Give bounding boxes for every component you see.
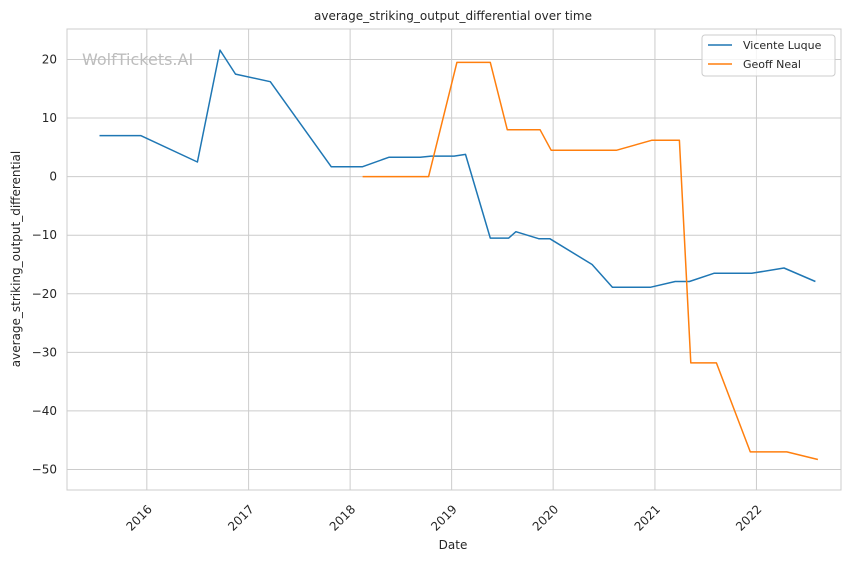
x-tick-label: 2022 <box>733 502 764 533</box>
legend-label-geoff-neal: Geoff Neal <box>743 58 801 71</box>
y-tick-label: −20 <box>32 287 57 301</box>
y-tick-label: 0 <box>49 170 57 184</box>
y-tick-label: 10 <box>42 111 57 125</box>
y-tick-label: −50 <box>32 462 57 476</box>
y-tick-label: −30 <box>32 345 57 359</box>
x-tick-label: 2018 <box>327 502 358 533</box>
legend-label-vicente-luque: Vicente Luque <box>743 39 822 52</box>
series-line-vicente-luque <box>99 49 816 289</box>
legend: Vicente Luque Geoff Neal <box>701 34 836 77</box>
legend-box <box>701 34 836 77</box>
x-tick-label: 2021 <box>632 502 663 533</box>
chart-title: average_striking_output_differential ove… <box>314 9 592 23</box>
y-tick-label: −10 <box>32 228 57 242</box>
series-layer <box>99 49 819 461</box>
y-tick-labels: 20 10 0 −10 −20 −30 −40 −50 <box>32 52 57 476</box>
x-tick-label: 2019 <box>428 502 459 533</box>
series-line-geoff-neal <box>362 61 819 461</box>
x-tick-labels: 2016 2017 2018 2019 2020 2021 2022 <box>123 502 764 533</box>
x-tick-label: 2020 <box>530 502 561 533</box>
plot-frame <box>66 28 842 491</box>
y-axis-label: average_striking_output_differential <box>9 151 23 367</box>
watermark: WolfTickets.AI <box>82 50 193 69</box>
x-axis-label: Date <box>439 538 468 552</box>
y-tick-label: −40 <box>32 404 57 418</box>
y-tick-label: 20 <box>42 52 57 66</box>
grid <box>67 29 841 490</box>
x-tick-label: 2017 <box>225 502 256 533</box>
x-tick-label: 2016 <box>123 502 154 533</box>
